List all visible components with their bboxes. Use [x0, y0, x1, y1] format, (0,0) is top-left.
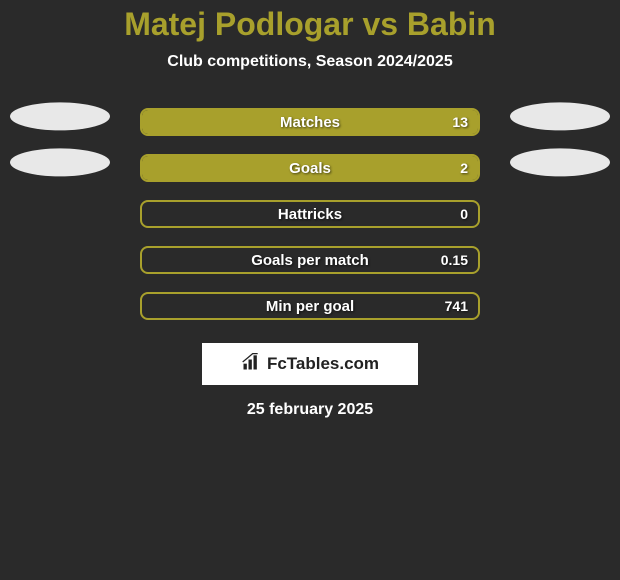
stat-bar: Hattricks0	[140, 200, 480, 228]
stats-container: Matches13 Goals2 Hattricks0 Goals per match…	[0, 99, 620, 329]
stat-row: Hattricks0	[0, 191, 620, 237]
stat-label: Goals	[142, 156, 478, 180]
stat-value: 0	[460, 202, 468, 226]
stat-bar: Goals per match0.15	[140, 246, 480, 274]
stat-row: Min per goal741	[0, 283, 620, 329]
brand-text: FcTables.com	[267, 354, 379, 374]
decorative-ellipse	[10, 148, 110, 176]
stat-bar: Goals2	[140, 154, 480, 182]
date-text: 25 february 2025	[0, 401, 620, 419]
brand-badge[interactable]: FcTables.com	[202, 343, 418, 385]
stat-bar: Matches13	[140, 108, 480, 136]
stat-label: Matches	[142, 110, 478, 134]
page-title: Matej Podlogar vs Babin	[0, 6, 620, 43]
stat-label: Goals per match	[142, 248, 478, 272]
decorative-ellipse	[510, 148, 610, 176]
stat-bar: Min per goal741	[140, 292, 480, 320]
stat-value: 0.15	[441, 248, 468, 272]
stat-row: Goals2	[0, 145, 620, 191]
bar-chart-icon	[241, 352, 261, 377]
subtitle: Club competitions, Season 2024/2025	[0, 53, 620, 71]
stat-row: Goals per match0.15	[0, 237, 620, 283]
stat-row: Matches13	[0, 99, 620, 145]
stat-value: 13	[452, 110, 468, 134]
decorative-ellipse	[510, 102, 610, 130]
stat-value: 741	[445, 294, 468, 318]
decorative-ellipse	[10, 102, 110, 130]
stat-value: 2	[460, 156, 468, 180]
stat-label: Hattricks	[142, 202, 478, 226]
stat-label: Min per goal	[142, 294, 478, 318]
